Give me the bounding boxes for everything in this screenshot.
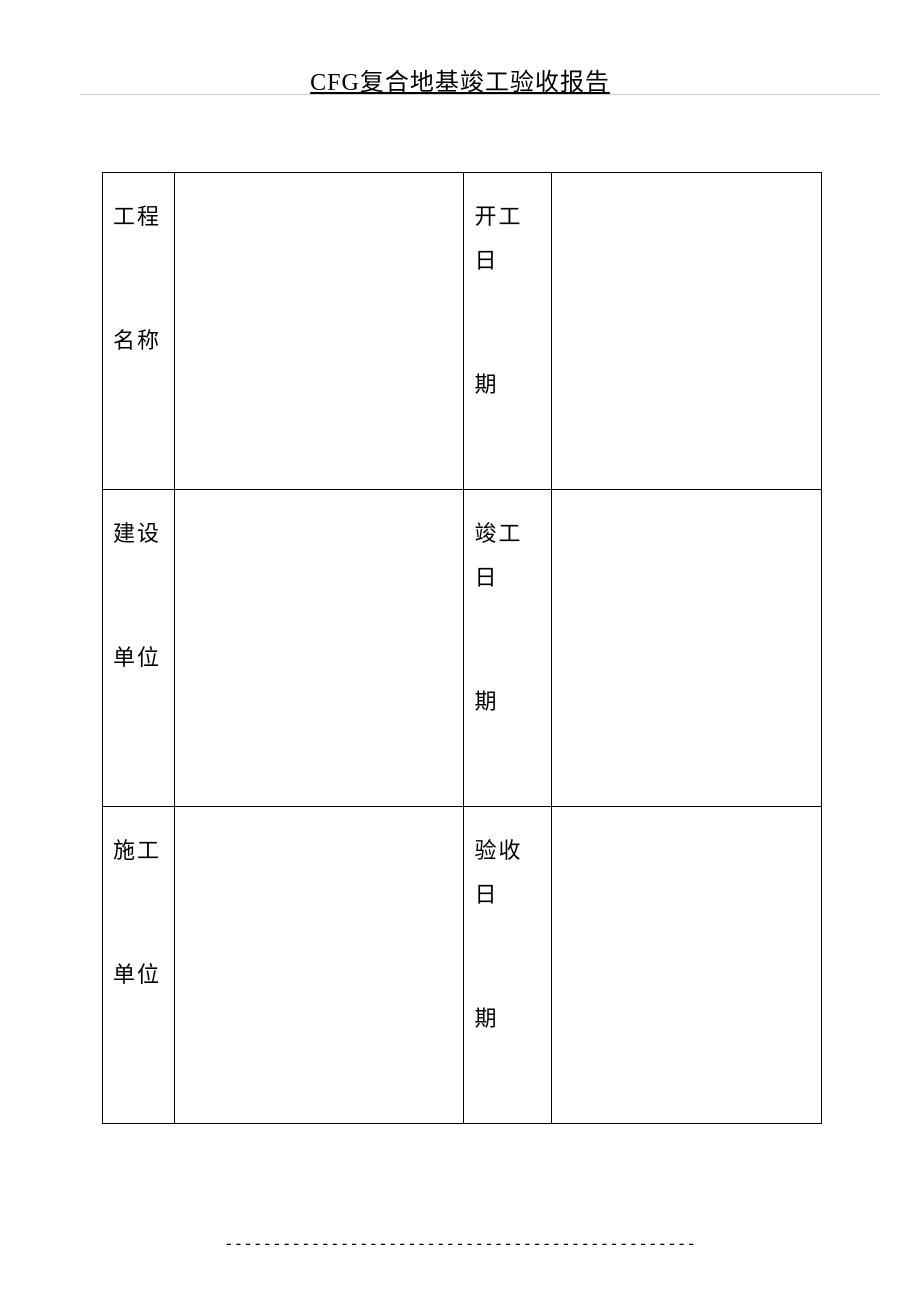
value-start-date bbox=[552, 173, 822, 490]
label-text: 期 bbox=[474, 997, 543, 1041]
label-text: 名称 bbox=[113, 319, 166, 363]
label-text: 单位 bbox=[113, 953, 166, 997]
value-completion-date bbox=[552, 490, 822, 807]
label-text: 开工日 bbox=[474, 195, 543, 283]
value-project-name bbox=[174, 173, 464, 490]
label-text: 建设 bbox=[113, 512, 166, 556]
footer-separator: ----------------------------------------… bbox=[0, 1234, 920, 1253]
label-text: 期 bbox=[474, 363, 543, 407]
label-completion-date: 竣工日 期 bbox=[464, 490, 552, 807]
label-project-name: 工程 名称 bbox=[103, 173, 175, 490]
acceptance-form-table: 工程 名称 开工日 期 建设 单位 竣工日 期 bbox=[102, 172, 822, 1124]
label-text: 竣工日 bbox=[474, 512, 543, 600]
page-title: CFG复合地基竣工验收报告 bbox=[0, 62, 920, 97]
table-row: 施工 单位 验收日 期 bbox=[103, 807, 822, 1124]
value-contractor-unit bbox=[174, 807, 464, 1124]
label-text: 施工 bbox=[113, 829, 166, 873]
label-text: 单位 bbox=[113, 636, 166, 680]
label-text: 期 bbox=[474, 680, 543, 724]
label-text: 验收日 bbox=[474, 829, 543, 917]
label-contractor-unit: 施工 单位 bbox=[103, 807, 175, 1124]
value-construction-unit bbox=[174, 490, 464, 807]
label-start-date: 开工日 期 bbox=[464, 173, 552, 490]
label-construction-unit: 建设 单位 bbox=[103, 490, 175, 807]
table-row: 工程 名称 开工日 期 bbox=[103, 173, 822, 490]
table-row: 建设 单位 竣工日 期 bbox=[103, 490, 822, 807]
header-divider bbox=[80, 94, 880, 95]
value-acceptance-date bbox=[552, 807, 822, 1124]
label-text: 工程 bbox=[113, 195, 166, 239]
label-acceptance-date: 验收日 期 bbox=[464, 807, 552, 1124]
